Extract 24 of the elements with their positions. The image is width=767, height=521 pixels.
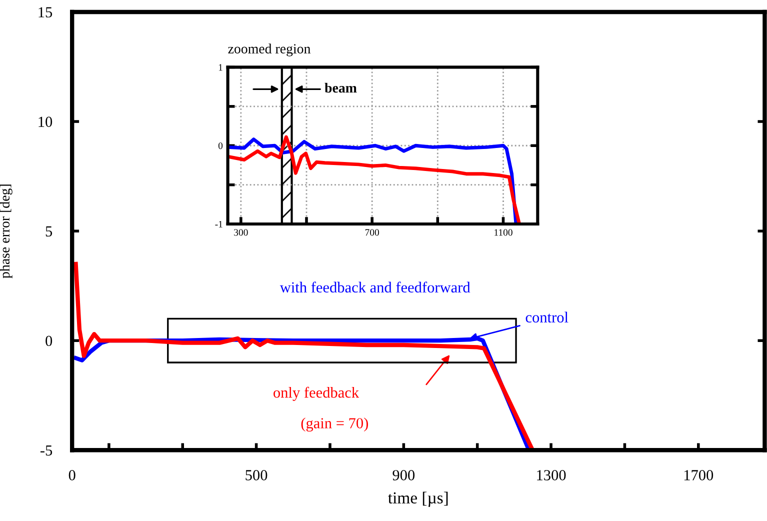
x-tick-label: 1300	[537, 470, 566, 480]
y-tick-label: -1	[215, 220, 222, 228]
x-tick-label: 900	[392, 470, 415, 480]
x-tick-label: 1100	[494, 229, 512, 236]
y-tick-label: 15	[38, 7, 52, 18]
y-tick-label: 0	[218, 142, 223, 150]
chart-title: zoomed region	[228, 44, 311, 56]
band-label: beam	[324, 82, 357, 93]
y-tick-label: 5	[46, 226, 52, 237]
x-tick-label: 700	[365, 229, 379, 236]
x-tick-label: 0	[68, 470, 76, 480]
x-tick-label: 300	[234, 229, 248, 236]
annotation: (gain = 70)	[301, 418, 368, 432]
y-tick-label: -5	[40, 445, 52, 456]
x-tick-label: 500	[246, 470, 268, 480]
y-tick-label: 0	[46, 336, 52, 346]
x-tick-label: 1700	[684, 470, 714, 480]
text: only feedback	[274, 386, 360, 401]
x-axis-title: time [µs]	[388, 492, 448, 507]
y-axis-title: phase error [deg]	[0, 184, 12, 278]
y-tick-label: 10	[38, 116, 52, 127]
text: with feedback and feedforward	[280, 282, 470, 293]
y-tick-label: 1	[218, 64, 222, 71]
annotation: control	[526, 312, 568, 323]
